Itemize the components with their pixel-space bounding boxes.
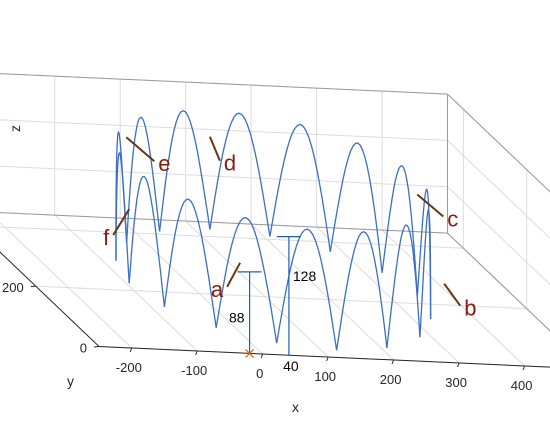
y-tick-mark xyxy=(30,285,36,288)
arch-curve xyxy=(115,152,130,284)
grid-line-z-side xyxy=(447,140,550,239)
grid-line-z-back xyxy=(0,119,448,141)
x-tick-label: 200 xyxy=(380,372,402,387)
x-tick-label: -100 xyxy=(181,363,207,378)
arch-curve xyxy=(381,165,418,297)
x-axis-line xyxy=(98,346,550,368)
grid-line-z-side xyxy=(447,232,550,332)
grid-line-x-floor xyxy=(447,232,550,332)
arch-curve xyxy=(276,228,338,351)
arch-series xyxy=(115,109,432,351)
y-tick-label: 200 xyxy=(2,280,24,295)
box-edge xyxy=(0,212,448,234)
annotation-f: f xyxy=(103,225,110,250)
y-tick-label: 0 xyxy=(80,341,87,356)
box-edge xyxy=(0,73,448,95)
annotation-c: c xyxy=(447,207,458,232)
dimension-lines: 88 128 40 xyxy=(229,236,317,374)
grid-line-x-floor xyxy=(185,220,329,358)
arch-curve xyxy=(416,188,432,320)
grid-line-x-floor xyxy=(316,226,460,364)
dimension-label: 128 xyxy=(293,268,317,284)
arch-curve xyxy=(209,112,271,237)
annotation-leader xyxy=(416,193,444,218)
arch-curve xyxy=(215,217,278,344)
arch-curve xyxy=(128,175,166,307)
tick-labels: -200-10001002003004005000200400050100150 xyxy=(2,280,533,393)
grid-line-x-floor xyxy=(54,214,198,352)
x-tick-mark xyxy=(195,350,198,356)
x-tick-mark xyxy=(260,353,264,359)
annotation-leader xyxy=(443,283,462,307)
annotation-leader xyxy=(226,262,241,288)
annotation-d: d xyxy=(224,151,236,176)
arch-curve xyxy=(158,109,211,232)
annotation-leader xyxy=(125,136,155,162)
arch-curve xyxy=(269,123,331,252)
grid-line-y-floor xyxy=(0,226,464,249)
grid-line-x-floor xyxy=(250,223,394,361)
dimension-label: 40 xyxy=(283,358,299,374)
annotation-e: e xyxy=(158,151,170,176)
x-tick-mark xyxy=(326,356,329,362)
annotation-leader xyxy=(208,136,221,162)
x-tick-label: 0 xyxy=(256,366,263,381)
x-tick-mark xyxy=(457,362,460,368)
annotation-leader xyxy=(112,208,131,236)
arch-curve xyxy=(386,224,421,349)
dimension-label: 88 xyxy=(229,310,245,326)
grid-lines xyxy=(0,73,550,368)
arch-curve xyxy=(329,142,383,273)
annotation-b: b xyxy=(464,296,476,321)
y-tick-mark xyxy=(93,346,100,348)
x-tick-mark xyxy=(129,347,133,353)
origin-marker xyxy=(245,348,255,358)
arch-curve xyxy=(335,230,388,351)
grid-line-y-floor xyxy=(35,285,527,310)
box-edge xyxy=(447,232,550,332)
grid-line-z-side xyxy=(447,93,550,193)
z-axis-label: z xyxy=(7,125,23,132)
arch-curve xyxy=(125,116,161,243)
arch-curve xyxy=(163,198,217,328)
x-tick-label: 400 xyxy=(511,378,533,393)
y-axis-line xyxy=(0,251,100,347)
grid-line-x-floor xyxy=(0,221,133,349)
y-axis-label: y xyxy=(67,373,74,389)
annotation-a: a xyxy=(211,277,224,302)
x-tick-mark xyxy=(391,359,395,365)
x-tick-label: 100 xyxy=(314,369,336,384)
x-tick-label: -200 xyxy=(116,360,142,375)
box-edge xyxy=(447,93,550,193)
annotation-labels: a b c d e f xyxy=(103,136,476,321)
grid-line-x-floor xyxy=(381,229,525,367)
x-tick-label: 300 xyxy=(445,375,467,390)
grid-line-z-side xyxy=(447,186,550,286)
arch-curve xyxy=(115,130,128,261)
x-axis-label: x xyxy=(292,399,299,415)
grid-line-x-floor xyxy=(119,217,264,355)
x-tick-mark xyxy=(522,365,526,371)
